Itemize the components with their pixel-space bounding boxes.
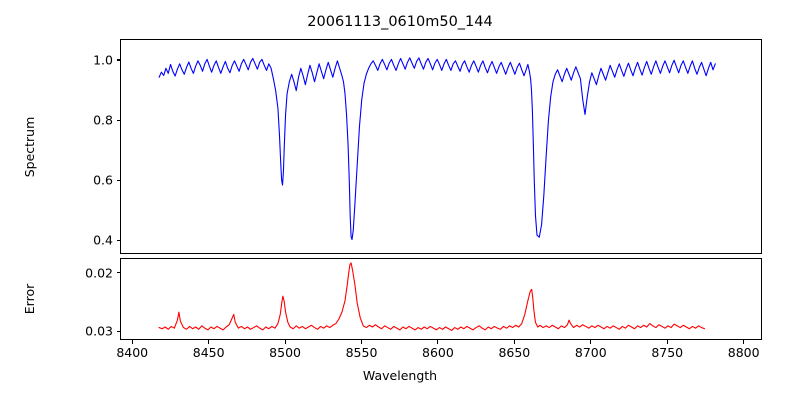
y-tick-mark-error xyxy=(116,272,120,274)
x-tick-mark xyxy=(208,340,210,344)
y-tick-mark-spectrum xyxy=(116,59,120,61)
y-tick-mark-spectrum xyxy=(116,119,120,121)
x-tick-label: 8500 xyxy=(269,345,301,360)
x-tick-label: 8650 xyxy=(498,345,531,360)
y-axis-label-spectrum: Spectrum xyxy=(22,116,37,178)
x-tick-label: 8600 xyxy=(422,345,454,360)
x-tick-mark xyxy=(666,340,668,344)
figure-title: 20061113_0610m50_144 xyxy=(307,14,493,30)
x-tick-label: 8800 xyxy=(727,345,760,360)
x-tick-mark xyxy=(284,340,286,344)
y-tick-label-error: 0.02 xyxy=(85,265,113,281)
x-tick-mark xyxy=(437,340,439,344)
x-tick-mark xyxy=(743,340,745,344)
x-tick-mark xyxy=(590,340,592,344)
x-tick-label: 8400 xyxy=(116,345,149,360)
spectrum-plot-area xyxy=(120,39,762,254)
y-tick-mark-error xyxy=(116,330,120,332)
x-axis-label: Wavelength xyxy=(362,368,438,383)
y-tick-mark-spectrum xyxy=(116,239,120,241)
x-tick-label: 8750 xyxy=(651,345,684,360)
spectrum-line-series xyxy=(121,40,761,253)
y-tick-label-spectrum: 1.0 xyxy=(93,52,113,68)
x-tick-mark xyxy=(360,340,363,344)
y-tick-label-error: 0.03 xyxy=(85,323,113,339)
y-tick-label-spectrum: 0.6 xyxy=(93,172,113,188)
y-tick-label-spectrum: 0.4 xyxy=(93,232,113,248)
y-tick-label-spectrum: 0.8 xyxy=(93,112,113,128)
error-line-series xyxy=(121,259,761,339)
x-tick-label: 8550 xyxy=(345,345,378,360)
x-tick-mark xyxy=(131,340,133,344)
error-plot-area xyxy=(120,258,762,340)
x-tick-label: 8450 xyxy=(192,345,225,360)
y-tick-mark-spectrum xyxy=(116,179,120,181)
y-axis-label-error: Error xyxy=(22,283,37,315)
x-tick-label: 8700 xyxy=(574,345,607,360)
x-tick-mark xyxy=(513,340,515,344)
